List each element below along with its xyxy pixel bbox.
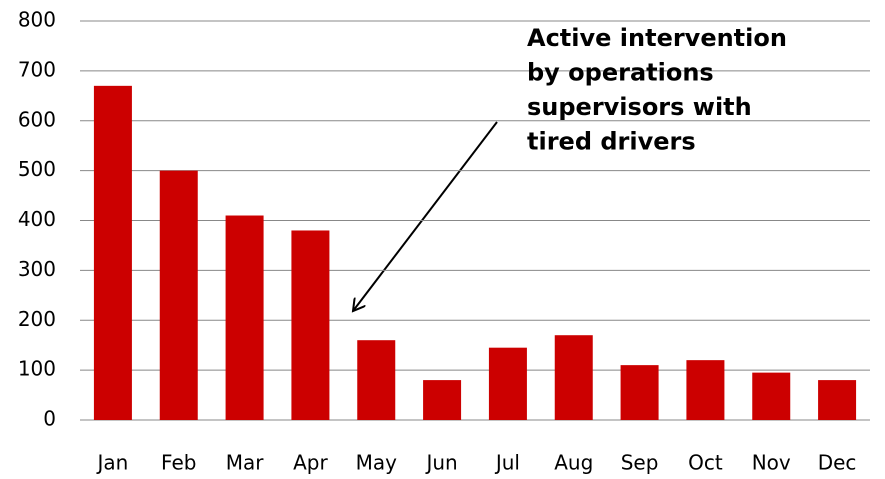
y-tick-label: 100 xyxy=(18,357,56,381)
x-tick-label: Jan xyxy=(95,451,128,475)
y-tick-label: 200 xyxy=(18,307,56,331)
bar xyxy=(488,347,527,420)
bar xyxy=(423,380,462,420)
x-tick-label: May xyxy=(356,451,398,475)
y-tick-label: 300 xyxy=(18,257,56,281)
bar xyxy=(159,170,198,420)
bar xyxy=(93,85,132,421)
x-tick-label: Jul xyxy=(494,451,520,475)
y-tick-label: 500 xyxy=(18,157,56,181)
x-tick-label: Jun xyxy=(424,451,457,475)
bar xyxy=(686,360,725,420)
x-tick-label: Sep xyxy=(621,451,659,475)
x-tick-label: Nov xyxy=(752,451,791,475)
bar xyxy=(752,372,791,420)
x-tick-label: Oct xyxy=(688,451,723,475)
y-tick-label: 0 xyxy=(43,407,56,431)
x-tick-label: Feb xyxy=(161,451,196,475)
y-tick-label: 600 xyxy=(18,107,56,131)
y-tick-label: 800 xyxy=(18,8,56,32)
y-tick-label: 700 xyxy=(18,57,56,81)
annotation: tired drivers xyxy=(527,128,696,156)
bar xyxy=(291,230,330,420)
x-tick-label: Mar xyxy=(226,451,265,475)
annotation: Active intervention xyxy=(527,24,787,52)
bar xyxy=(225,215,264,420)
annotation: supervisors with xyxy=(527,93,752,121)
x-tick-label: Apr xyxy=(293,451,328,475)
bar xyxy=(357,340,396,420)
x-tick-label: Dec xyxy=(818,451,857,475)
annotation: by operations xyxy=(527,59,714,87)
bar xyxy=(554,335,593,420)
bar xyxy=(818,380,857,420)
y-tick-label: 400 xyxy=(18,207,56,231)
annotation-arrow xyxy=(353,121,498,311)
bar xyxy=(620,365,659,420)
x-tick-label: Aug xyxy=(554,451,593,475)
